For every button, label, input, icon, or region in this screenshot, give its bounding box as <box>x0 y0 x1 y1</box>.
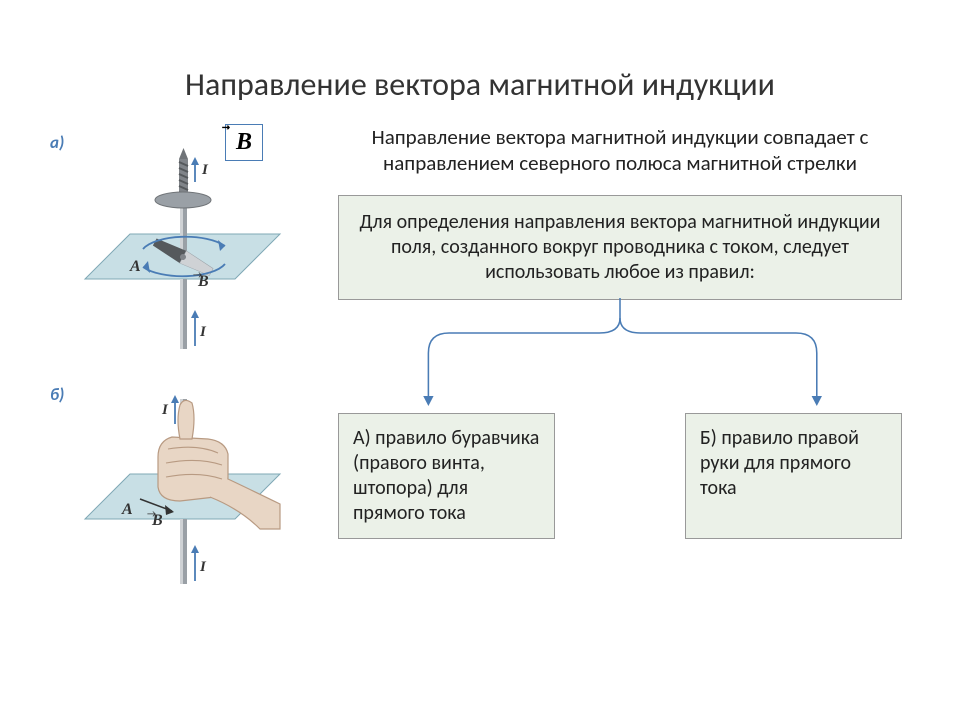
page-title: Направление вектора магнитной индукции <box>0 0 960 124</box>
rule-box-a: А) правило буравчика (правого винта, што… <box>338 413 555 539</box>
intro-text: Направление вектора магнитной индукции с… <box>330 124 910 195</box>
right-column: Направление вектора магнитной индукции с… <box>310 124 910 599</box>
diagram-b-hand: I I A B → <box>80 369 290 599</box>
rules-row: А) правило буравчика (правого винта, што… <box>330 413 910 539</box>
diagram-a-gimlet: A B → I I <box>80 134 290 364</box>
svg-text:I: I <box>161 402 169 418</box>
svg-text:I: I <box>199 324 207 340</box>
branch-connector <box>330 298 910 413</box>
rule-box-b: Б) правило правой руки для прямого тока <box>685 413 902 539</box>
label-a: а) <box>50 132 64 153</box>
svg-text:I: I <box>199 559 207 575</box>
info-box: Для определения направления вектора магн… <box>338 195 902 300</box>
content-area: а) ⃗ B <box>0 124 960 599</box>
svg-text:A: A <box>121 501 133 518</box>
svg-text:I: I <box>201 162 209 178</box>
svg-text:→: → <box>193 268 202 281</box>
label-b: б) <box>50 384 64 405</box>
left-column: а) ⃗ B <box>50 124 310 599</box>
svg-text:A: A <box>129 258 141 275</box>
svg-text:→: → <box>147 507 156 520</box>
